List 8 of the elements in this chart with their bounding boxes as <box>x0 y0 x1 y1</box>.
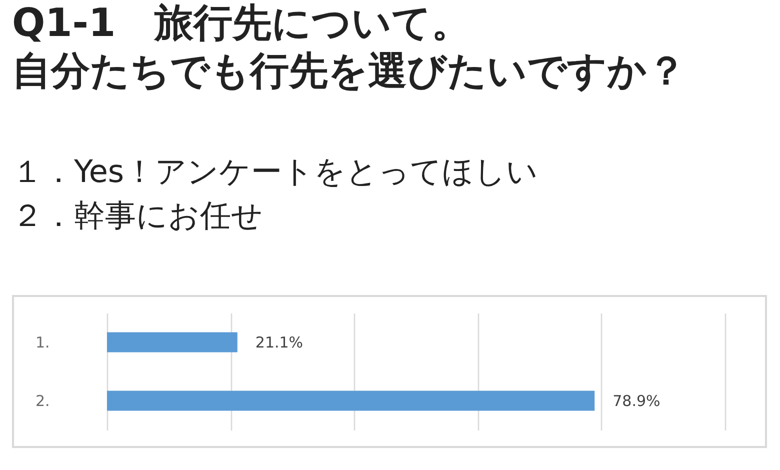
y-tick-label: 1. <box>36 333 50 352</box>
chart-subtitle: 自分たちでも行先を選びたいですか？ <box>12 49 686 95</box>
data-label: 21.1% <box>255 333 304 352</box>
text: １．Yes！アンケートをとってほしい <box>12 153 538 192</box>
text: ２．幹事にお任せ <box>12 197 263 236</box>
data-label: 78.9% <box>612 392 660 410</box>
y-tick-label: 2. <box>36 392 50 410</box>
chart-title: Q1-1 旅行先について。 <box>12 1 471 47</box>
